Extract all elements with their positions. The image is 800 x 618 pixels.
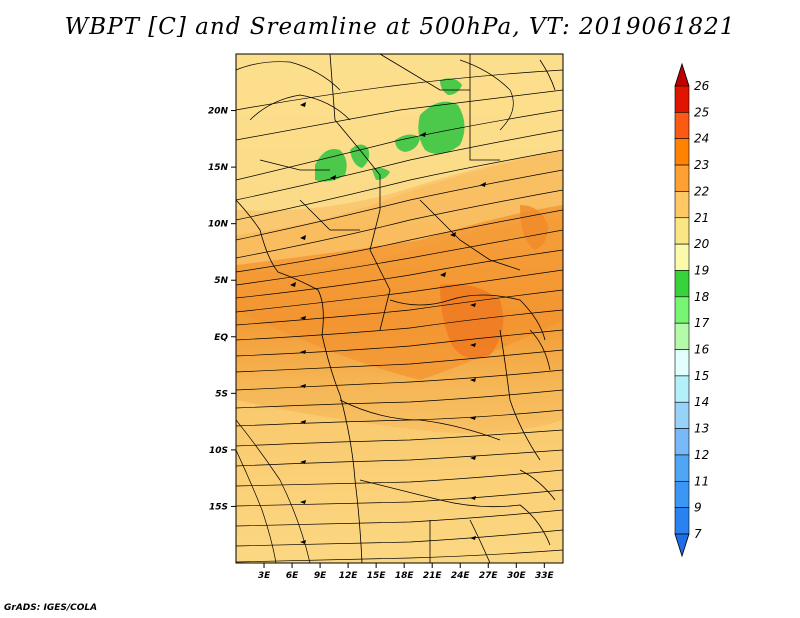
colorbar-label: 18: [694, 290, 710, 304]
colorbar: 26 25 24 23 22 21 20 19 18 17 16 15 14 13 12 11 9 7: [674, 62, 710, 558]
colorbar-bin: [674, 480, 690, 508]
lat-tick-label: 15N: [208, 163, 229, 173]
colorbar-label: 16: [694, 343, 710, 357]
streamlines: [236, 59, 563, 563]
colorbar-label: 14: [694, 395, 709, 409]
map-title: WBPT [C] and Sreamline at 500hPa, VT: 20…: [64, 14, 736, 40]
map-panel: [236, 54, 563, 563]
colorbar-min-triangle: [674, 533, 690, 558]
colorbar-label: 20: [694, 237, 710, 251]
colorbar-label: 26: [694, 79, 710, 93]
colorbar-bin: [674, 401, 690, 429]
lat-tick-label: 5N: [214, 276, 228, 286]
colorbar-label: 24: [694, 132, 709, 146]
colorbar-max-triangle: [674, 62, 690, 87]
colorbar-label: 17: [694, 316, 710, 330]
colorbar-label: 7: [694, 527, 702, 541]
lat-tick-label: 10S: [209, 446, 228, 456]
grads-credit: GrADS: IGES/COLA: [4, 603, 98, 613]
colorbar-bin: [674, 375, 690, 403]
colorbar-bin: [674, 112, 690, 140]
lon-tick-label: 12E: [339, 571, 359, 581]
lon-tick-label: 3E: [258, 571, 271, 581]
colorbar-label: 12: [694, 448, 709, 462]
colorbar-label: 22: [694, 184, 709, 198]
lat-tick-label: 5S: [215, 389, 228, 399]
colorbar-label: 25: [694, 105, 709, 119]
lon-tick-label: 18E: [395, 571, 415, 581]
lon-tick-label: 24E: [451, 571, 471, 581]
colorbar-label: 21: [694, 211, 709, 225]
colorbar-bin: [674, 296, 690, 324]
lon-tick-label: 9E: [314, 571, 327, 581]
colorbar-label: 15: [694, 369, 709, 383]
colorbar-bin: [674, 270, 690, 298]
lat-tick-label: 15S: [209, 502, 228, 512]
colorbar-label: 13: [694, 422, 709, 436]
colorbar-bin: [674, 138, 690, 166]
lon-axis: 3E 6E 9E 12E 15E 18E 21E 24E 27E 30E 33E: [258, 563, 555, 581]
colorbar-label: 19: [694, 263, 709, 277]
colorbar-bin: [674, 454, 690, 482]
colorbar-bin: [674, 322, 690, 350]
colorbar-bin: [674, 243, 690, 271]
lon-tick-label: 27E: [479, 571, 499, 581]
map-frame: [235, 53, 564, 564]
lon-tick-label: 15E: [367, 571, 387, 581]
streamline-arrows: [290, 102, 486, 544]
colorbar-bin: [674, 191, 690, 219]
lat-tick-label: 10N: [208, 220, 229, 230]
lon-tick-label: 6E: [286, 571, 299, 581]
colorbar-bin: [674, 349, 690, 377]
wbpt-band-20: [236, 150, 563, 272]
wbpt-band-south: [236, 400, 563, 563]
lon-tick-label: 21E: [423, 571, 443, 581]
lat-axis: 20N 15N 10N 5N EQ 5S 10S 15S: [208, 107, 236, 512]
colorbar-bin: [674, 507, 690, 535]
colorbar-bin: [674, 217, 690, 245]
wbpt-core-23b: [520, 205, 548, 250]
colorbar-label: 9: [694, 501, 702, 515]
wbpt-cool-patches: [315, 78, 465, 182]
colorbar-label: 11: [694, 474, 709, 488]
lat-tick-label: 20N: [208, 107, 229, 117]
colorbar-bin: [674, 85, 690, 113]
wbpt-core-23: [440, 284, 504, 359]
country-borders: [236, 54, 556, 563]
lat-tick-label: EQ: [214, 333, 228, 343]
lon-tick-label: 30E: [507, 571, 527, 581]
colorbar-label: 23: [694, 158, 709, 172]
colorbar-bin: [674, 164, 690, 192]
colorbar-bin: [674, 428, 690, 456]
lon-tick-label: 33E: [535, 571, 555, 581]
